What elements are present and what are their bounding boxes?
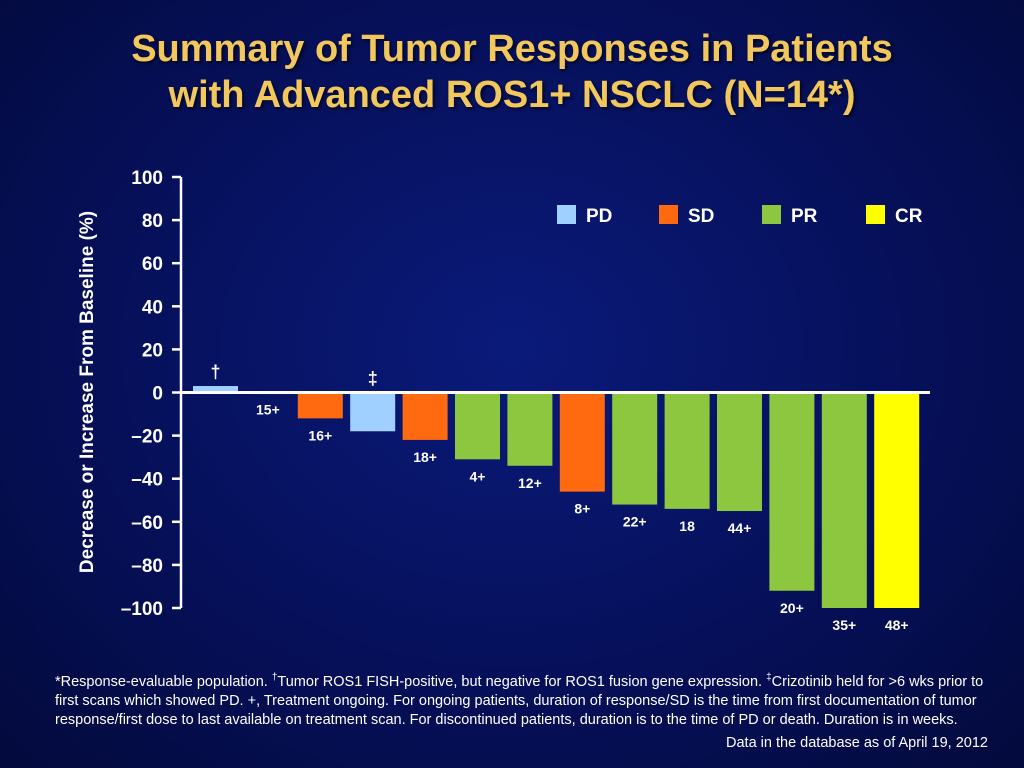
legend-swatch-cr — [866, 205, 885, 224]
bar-footnote-marker: † — [210, 362, 220, 382]
bar-duration-label: 22+ — [623, 514, 647, 530]
y-tick-label: 60 — [142, 254, 163, 275]
slide-title: Summary of Tumor Responses in Patients w… — [0, 26, 1024, 118]
title-line-1: Summary of Tumor Responses in Patients — [131, 28, 893, 70]
bar-duration-label: 20+ — [780, 600, 804, 616]
footnote-part-3: Crizotinib held for >6 wks prior to firs… — [55, 673, 984, 728]
bar-sd — [559, 392, 605, 492]
bar-duration-label: 4+ — [470, 468, 486, 484]
footnote-double-dagger: ‡ — [766, 672, 772, 683]
waterfall-chart: 100 80 60 40 20 0 –20 –40 –60 –80 –100 Decrease or … — [77, 168, 923, 633]
legend-swatch-sd — [659, 205, 678, 224]
title-line-2: with Advanced ROS1+ NSCLC (N=14*) — [168, 74, 856, 116]
legend-label-pr: PR — [791, 206, 818, 227]
bar-sd — [402, 392, 448, 440]
footnote: *Response-evaluable population. †Tumor R… — [55, 668, 985, 730]
footnote-dagger: † — [271, 672, 278, 683]
y-tick-label: 0 — [152, 384, 163, 405]
y-tick-label: –40 — [131, 470, 163, 491]
bar-pr — [507, 392, 553, 466]
bar-footnote-marker: ‡ — [368, 369, 378, 389]
y-tick-label: –20 — [131, 427, 163, 448]
legend-swatch-pr — [762, 205, 781, 224]
bar-sd — [297, 392, 343, 419]
bar-pr — [769, 392, 815, 591]
y-tick-label: –100 — [121, 599, 163, 620]
y-tick-label: 80 — [142, 211, 163, 232]
y-tick-label: 100 — [131, 168, 163, 189]
bar-duration-label: 12+ — [518, 475, 542, 491]
y-tick-label: 40 — [142, 297, 163, 318]
bar-pd — [350, 392, 396, 432]
footnote-part-1: *Response-evaluable population. — [55, 673, 272, 690]
bar-duration-label: 18+ — [413, 449, 437, 465]
bar-duration-label: 8+ — [574, 501, 590, 517]
bar-cr — [874, 392, 920, 608]
legend-label-sd: SD — [688, 206, 714, 227]
bar-pr — [717, 392, 762, 512]
bar-pr — [821, 392, 867, 608]
bar-duration-label: 35+ — [832, 617, 856, 633]
bar-duration-label: 18 — [679, 518, 695, 534]
y-axis-title: Decrease or Increase From Baseline (%) — [77, 211, 98, 573]
bar-duration-label: 48+ — [885, 617, 909, 633]
bar-pd — [193, 386, 238, 393]
legend-label-pd: PD — [586, 206, 612, 227]
bar-duration-label: 16+ — [308, 427, 332, 443]
bar-pr — [455, 392, 500, 460]
bar-pr — [612, 392, 658, 505]
legend-label-cr: CR — [895, 206, 923, 227]
data-date-note: Data in the database as of April 19, 201… — [726, 735, 988, 751]
footnote-part-2: Tumor ROS1 FISH-positive, but negative f… — [277, 673, 767, 690]
bar-pr — [664, 392, 710, 509]
bar-duration-label: 15+ — [256, 402, 280, 418]
bar-duration-label: 44+ — [728, 520, 752, 536]
y-tick-label: –60 — [131, 513, 163, 534]
y-tick-label: 20 — [142, 340, 163, 361]
legend-swatch-pd — [557, 205, 576, 224]
y-tick-label: –80 — [131, 556, 163, 577]
